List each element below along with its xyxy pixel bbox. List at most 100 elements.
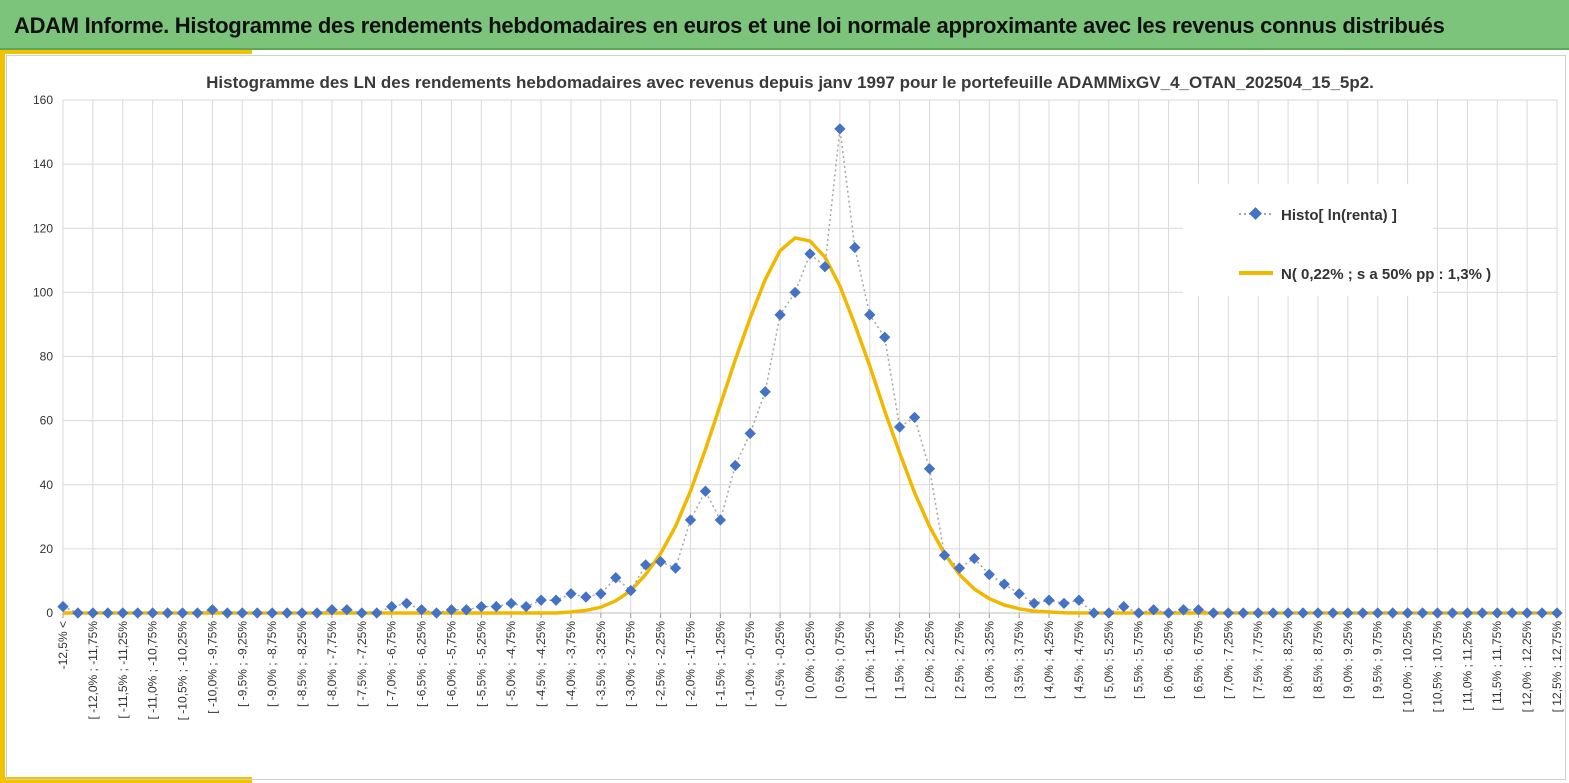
histogram-point <box>1267 607 1279 619</box>
histogram-point <box>87 607 99 619</box>
x-tick-label: [ 5,5% ; 5,75% <box>1132 621 1146 699</box>
x-tick-label: [ 7,0% ; 7,25% <box>1221 621 1235 699</box>
histogram-point <box>1357 607 1369 619</box>
histogram-point <box>879 331 891 343</box>
histogram-point <box>893 421 906 433</box>
x-tick-label: [ 5,0% ; 5,25% <box>1102 621 1116 699</box>
histogram-point <box>1521 607 1533 619</box>
y-tick-label: 100 <box>33 285 53 299</box>
histogram-point <box>684 514 697 526</box>
y-axis: 0 20 40 60 80 100 120 140 160 <box>33 93 53 620</box>
y-tick-label: 60 <box>40 414 54 428</box>
histogram-point <box>1401 607 1414 619</box>
histogram-point <box>191 607 204 619</box>
histogram-point <box>1013 588 1025 600</box>
histogram-point <box>774 309 786 321</box>
x-tick-label: [ 11,0% ; 11,25% <box>1460 621 1474 711</box>
x-tick-label: [ -7,5% ; -7,25% <box>355 621 369 707</box>
y-tick-label: 0 <box>46 606 53 620</box>
histogram-point <box>1252 607 1264 619</box>
histogram-point <box>1073 594 1085 606</box>
accent-bar-bottom <box>0 777 252 783</box>
chart-area: Histogramme des LN des rendements hebdom… <box>6 55 1566 780</box>
histogram-point <box>1162 607 1175 619</box>
histogram-point <box>1461 607 1474 619</box>
x-tick-label: [ 4,0% ; 4,25% <box>1042 621 1056 699</box>
histogram-point <box>1551 607 1563 619</box>
histogram-point <box>1043 594 1055 606</box>
histogram-point <box>356 607 368 619</box>
histogram-point <box>311 607 323 619</box>
histogram-point <box>1476 607 1488 619</box>
histogram-point <box>953 562 966 574</box>
histogram-point <box>1446 607 1459 619</box>
histogram-point <box>669 562 682 574</box>
x-tick-label: [ 12,5% ; 12,75% <box>1550 621 1564 713</box>
histogram-point <box>326 604 338 616</box>
histogram-point <box>505 597 517 610</box>
x-tick-label: [ -9,0% ; -8,75% <box>265 621 279 707</box>
accent-bar-left <box>0 50 5 783</box>
x-tick-label: [ 9,0% ; 9,25% <box>1341 621 1355 699</box>
x-tick-label: [ 8,0% ; 8,25% <box>1281 621 1295 699</box>
x-tick-label: [ 1,5% ; 1,75% <box>893 621 907 699</box>
histogram-point <box>1207 607 1220 619</box>
histogram-point <box>371 607 383 619</box>
x-tick-label: [ -4,5% ; -4,25% <box>534 621 548 707</box>
x-tick-label: [ 4,5% ; 4,75% <box>1072 621 1086 699</box>
histogram-point <box>923 463 936 475</box>
histogram-point <box>1133 607 1145 619</box>
histogram-point <box>849 241 861 254</box>
x-tick-label: [ -7,0% ; -6,75% <box>385 621 399 707</box>
histogram-point <box>266 607 278 619</box>
histogram-point <box>281 607 293 619</box>
histogram-point <box>998 578 1010 590</box>
histogram-point <box>117 607 129 619</box>
histogram-point <box>1028 597 1040 610</box>
x-tick-label: [ 0,0% ; 0,25% <box>803 621 817 699</box>
x-tick-label: [ 6,5% ; 6,75% <box>1191 621 1205 699</box>
histogram-point <box>580 591 592 603</box>
histogram-point <box>251 607 263 619</box>
x-tick-label: [ -10,5% ; -10,25% <box>176 621 190 721</box>
histogram-point <box>1237 607 1249 619</box>
gridlines <box>62 99 1558 614</box>
x-tick-label: [ -8,0% ; -7,75% <box>325 621 339 707</box>
histogram-point <box>236 607 248 619</box>
histogram-point <box>714 514 727 526</box>
y-tick-label: 40 <box>40 478 54 492</box>
x-tick-label: [ -2,5% ; -2,25% <box>654 621 668 707</box>
x-tick-label: [ 10,0% ; 10,25% <box>1401 621 1415 713</box>
chart-title: Histogramme des LN des rendements hebdom… <box>206 73 1374 92</box>
y-tick-label: 80 <box>40 350 54 364</box>
histogram-point <box>864 309 876 321</box>
histogram-point <box>1416 607 1429 619</box>
histogram-point <box>57 600 69 613</box>
histogram-point <box>1327 607 1339 619</box>
page-title: ADAM Informe. Histogramme des rendements… <box>14 13 1445 38</box>
histogram-point <box>146 607 159 619</box>
histogram-point <box>1342 607 1354 619</box>
histogram-point <box>804 248 816 260</box>
histogram-point <box>1222 607 1234 619</box>
histogram-point <box>1491 607 1503 619</box>
y-tick-label: 140 <box>33 157 53 171</box>
legend-histo-label: Histo[ ln(renta) ] <box>1281 207 1397 224</box>
legend: Histo[ ln(renta) ] N( 0,22% ; s a 50% pp… <box>1183 184 1491 296</box>
histogram-point <box>654 556 667 568</box>
accent-bar-top <box>0 50 252 54</box>
x-tick-label: [ 12,0% ; 12,25% <box>1520 621 1534 713</box>
x-tick-label: [ -12,0% ; -11,75% <box>86 621 100 720</box>
x-tick-label: [ -11,5% ; -11,25% <box>116 621 130 719</box>
x-tick-label: [ -5,5% ; -5,25% <box>474 621 488 707</box>
histogram-point <box>520 600 532 613</box>
legend-background <box>1183 184 1433 296</box>
x-tick-label: [ 8,5% ; 8,75% <box>1311 621 1325 699</box>
histogram-point <box>1431 607 1444 619</box>
histogram-point <box>1506 607 1518 619</box>
x-tick-label: [ -1,0% ; -0,75% <box>743 621 757 707</box>
histogram-point <box>789 286 801 299</box>
histogram-point <box>550 594 562 606</box>
histogram-point <box>132 607 144 619</box>
x-tick-label: [ 2,5% ; 2,75% <box>952 621 966 699</box>
